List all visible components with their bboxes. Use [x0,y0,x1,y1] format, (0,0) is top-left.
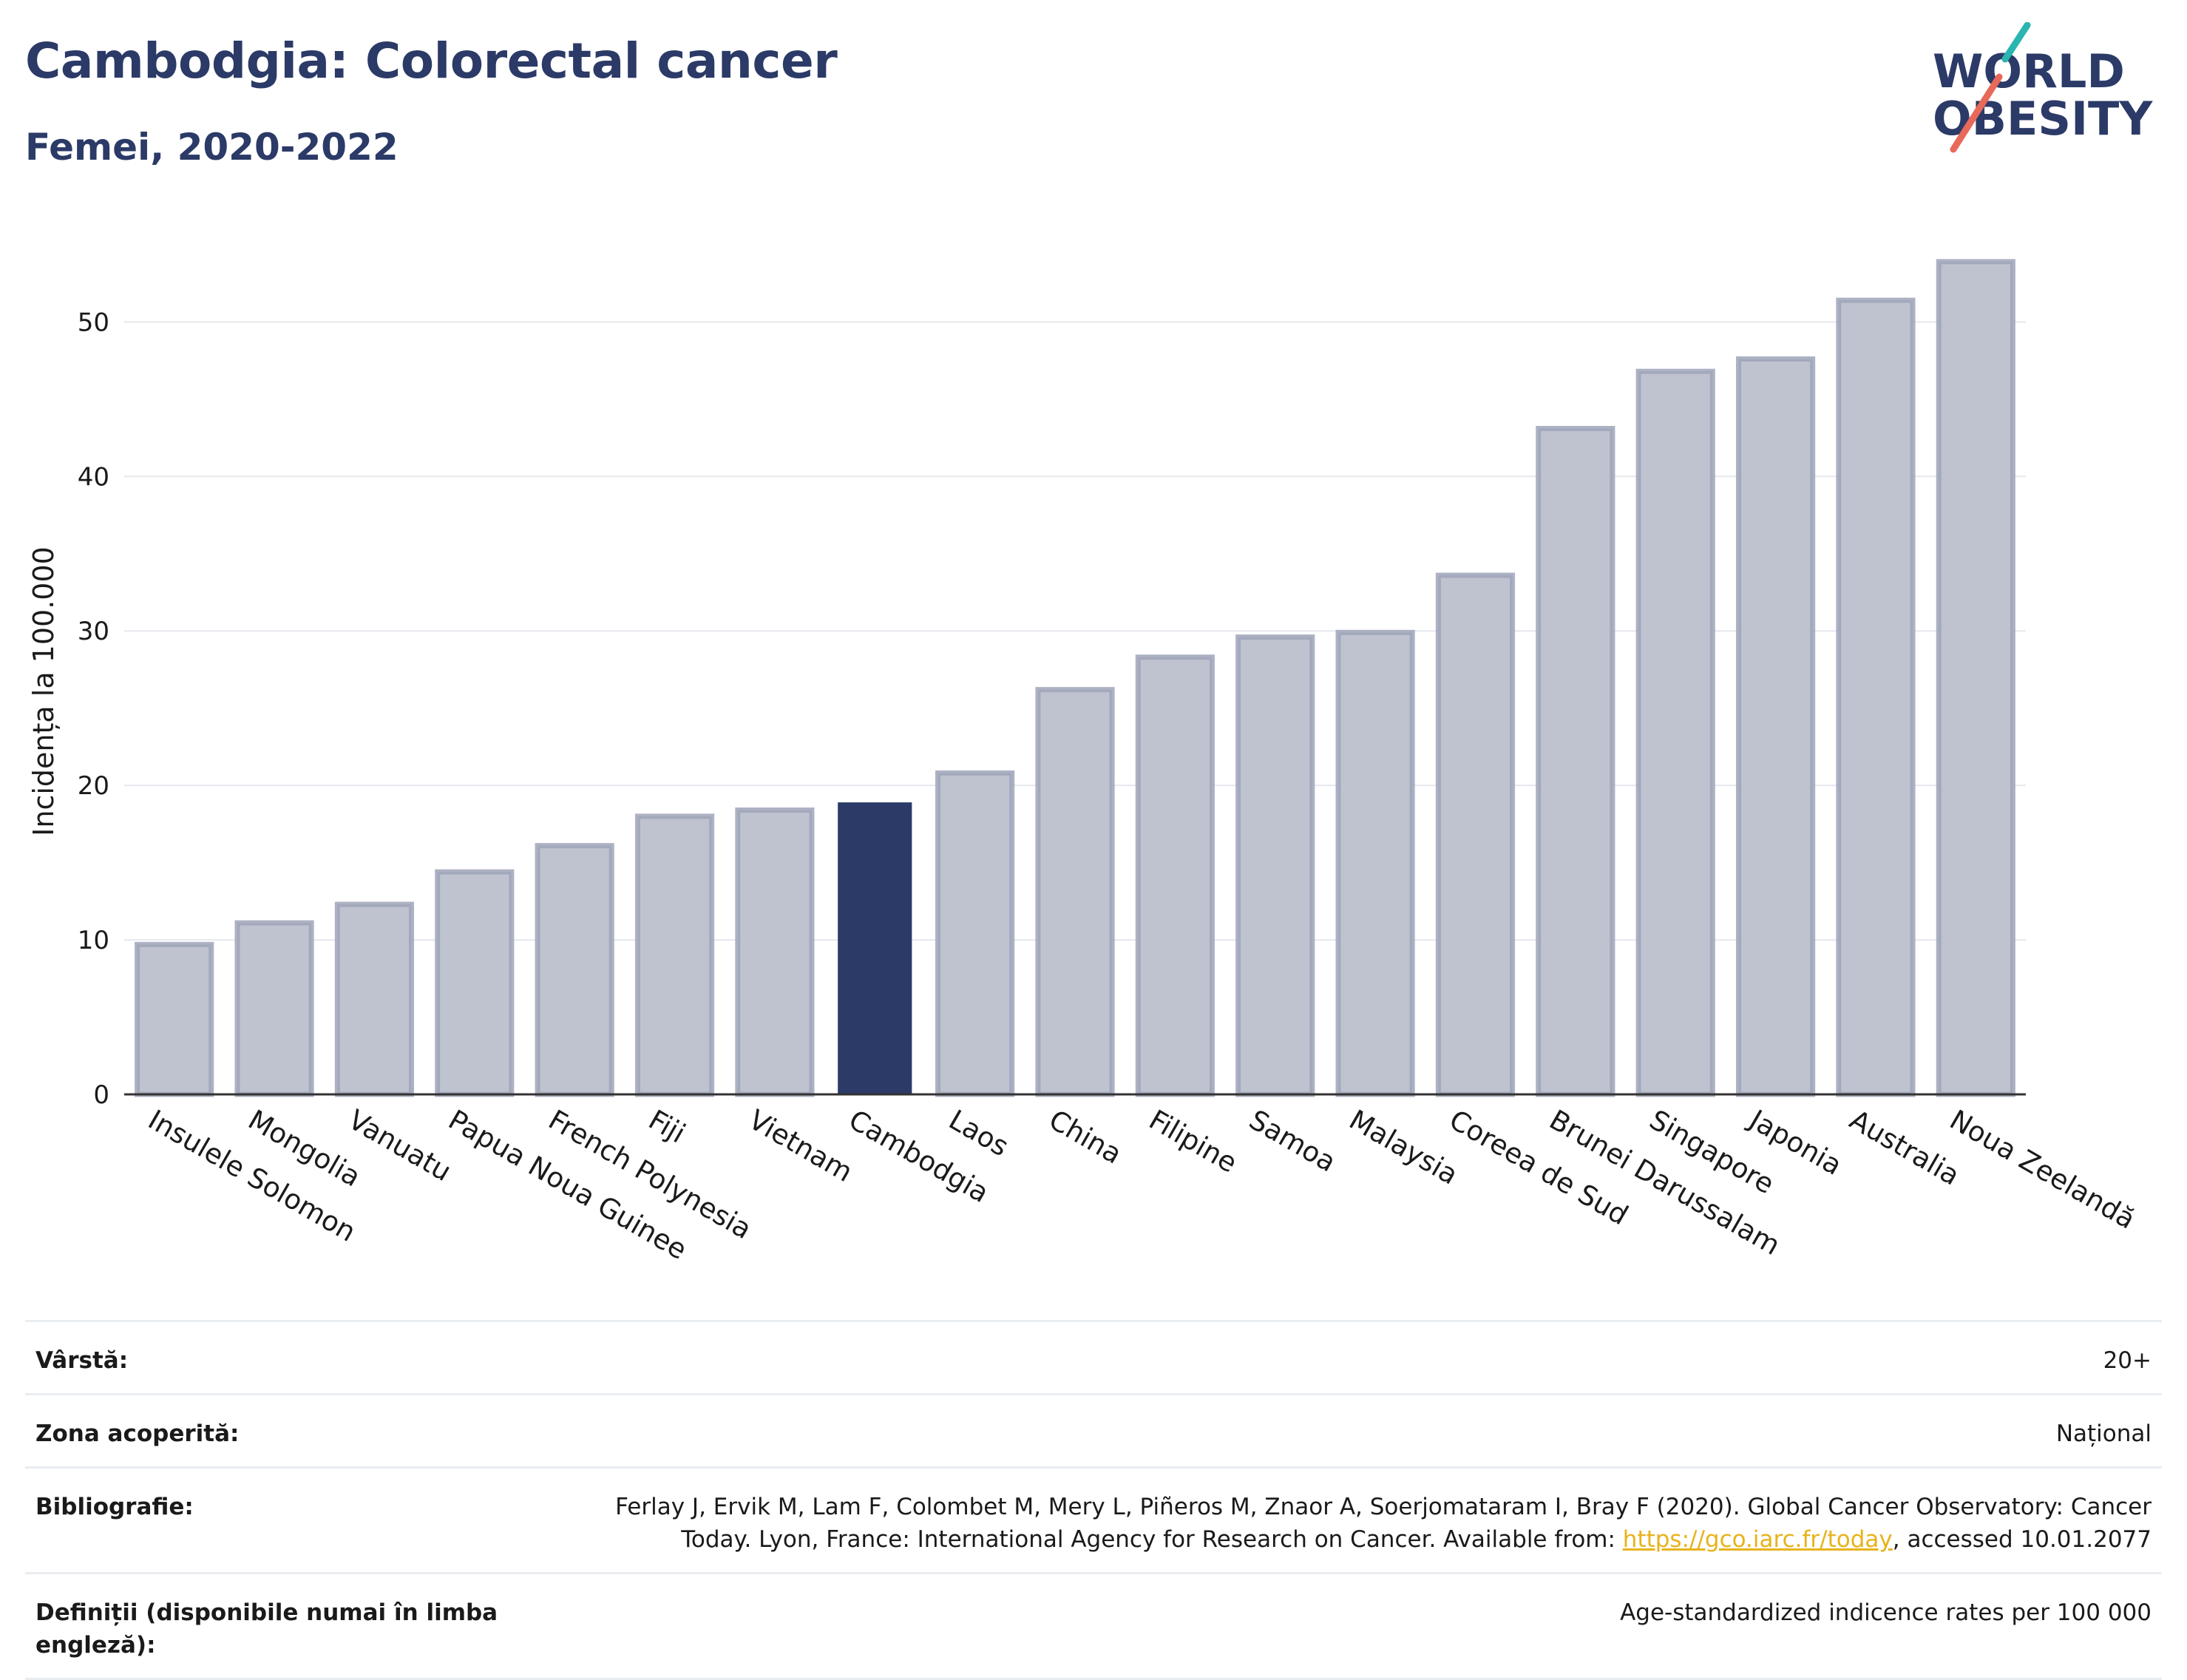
x-tick-label: Laos [943,1104,1014,1163]
bar [135,941,214,1097]
bar [1135,654,1215,1097]
logo-text-world: WORLD [1933,44,2125,98]
bibliography-accessed: , accessed 10.01.2077 [1892,1526,2152,1553]
y-tick-label: 0 [93,1080,109,1110]
meta-row-age: Vârstă: 20+ [25,1320,2162,1393]
meta-label-age: Vârstă: [35,1347,129,1374]
bar [1936,259,2015,1097]
x-tick-label: Filipine [1144,1104,1243,1179]
x-tick-label: Fiji [643,1104,691,1150]
y-axis-title: Incidența la 100.000 [27,546,60,836]
y-tick-label: 30 [78,617,109,646]
x-tick-label: Australia [1844,1104,1964,1192]
bar [935,770,1015,1097]
meta-label-bibliography: Bibliografie: [35,1494,194,1520]
bar [535,843,614,1097]
x-tick-label: Coreea de Sud [1444,1104,1633,1232]
y-tick-label: 10 [78,926,109,955]
bar [334,901,415,1097]
x-tick-label: Samoa [1244,1104,1341,1179]
bar-highlighted [838,802,912,1094]
bar [1735,356,1816,1097]
bar [435,869,515,1097]
bar [234,920,314,1097]
bar [1235,634,1315,1097]
metadata-table: Vârstă: 20+ Zona acoperită: Național Bib… [25,1320,2162,1680]
chart-subtitle: Femei, 2020-2022 [25,126,399,169]
y-tick-label: 40 [78,462,109,492]
meta-row-bibliography: Bibliografie: Ferlay J, Ervik M, Lam F, … [25,1466,2162,1572]
meta-value-age: 20+ [2103,1347,2152,1374]
meta-row-definitions: Definiții (disponibile numai în limba en… [25,1572,2162,1680]
y-tick-label: 20 [78,771,109,801]
bar [634,813,715,1097]
meta-value-bibliography: Ferlay J, Ervik M, Lam F, Colombet M, Me… [509,1491,2152,1556]
bar [1635,368,1715,1097]
bar [1836,297,1916,1097]
bar [1035,687,1115,1097]
meta-label-coverage: Zona acoperită: [35,1420,240,1447]
bibliography-text-line1: Ferlay J, Ervik M, Lam F, Colombet M, Me… [615,1494,2152,1520]
bar [1536,426,1615,1097]
chart-title: Cambodgia: Colorectal cancer [25,33,838,89]
x-tick-label: Vietnam [743,1104,858,1188]
meta-value-definitions: Age-standardized indicence rates per 100… [1620,1599,2152,1626]
meta-label-definitions: Definiții (disponibile numai în limba en… [35,1599,498,1659]
bar [735,807,815,1097]
bar [1335,629,1415,1097]
world-obesity-logo: WORLD OBESITY [1933,22,2153,153]
bibliography-text: Today. Lyon, France: International Agenc… [681,1526,1623,1553]
logo-text-obesity: OBESITY [1933,92,2153,146]
logo-slash-coral [1950,73,2003,153]
x-tick-label: Malaysia [1344,1104,1464,1191]
meta-value-coverage: Național [2055,1420,2152,1447]
x-tick-label: Noua Zeelandă [1944,1104,2140,1236]
y-tick-label: 50 [78,308,109,337]
logo-slash-teal [2001,22,2031,63]
meta-row-coverage: Zona acoperită: Național [25,1393,2162,1466]
bibliography-link[interactable]: https://gco.iarc.fr/today [1622,1526,1893,1553]
x-tick-label: China [1044,1104,1128,1171]
bar [1435,572,1516,1097]
